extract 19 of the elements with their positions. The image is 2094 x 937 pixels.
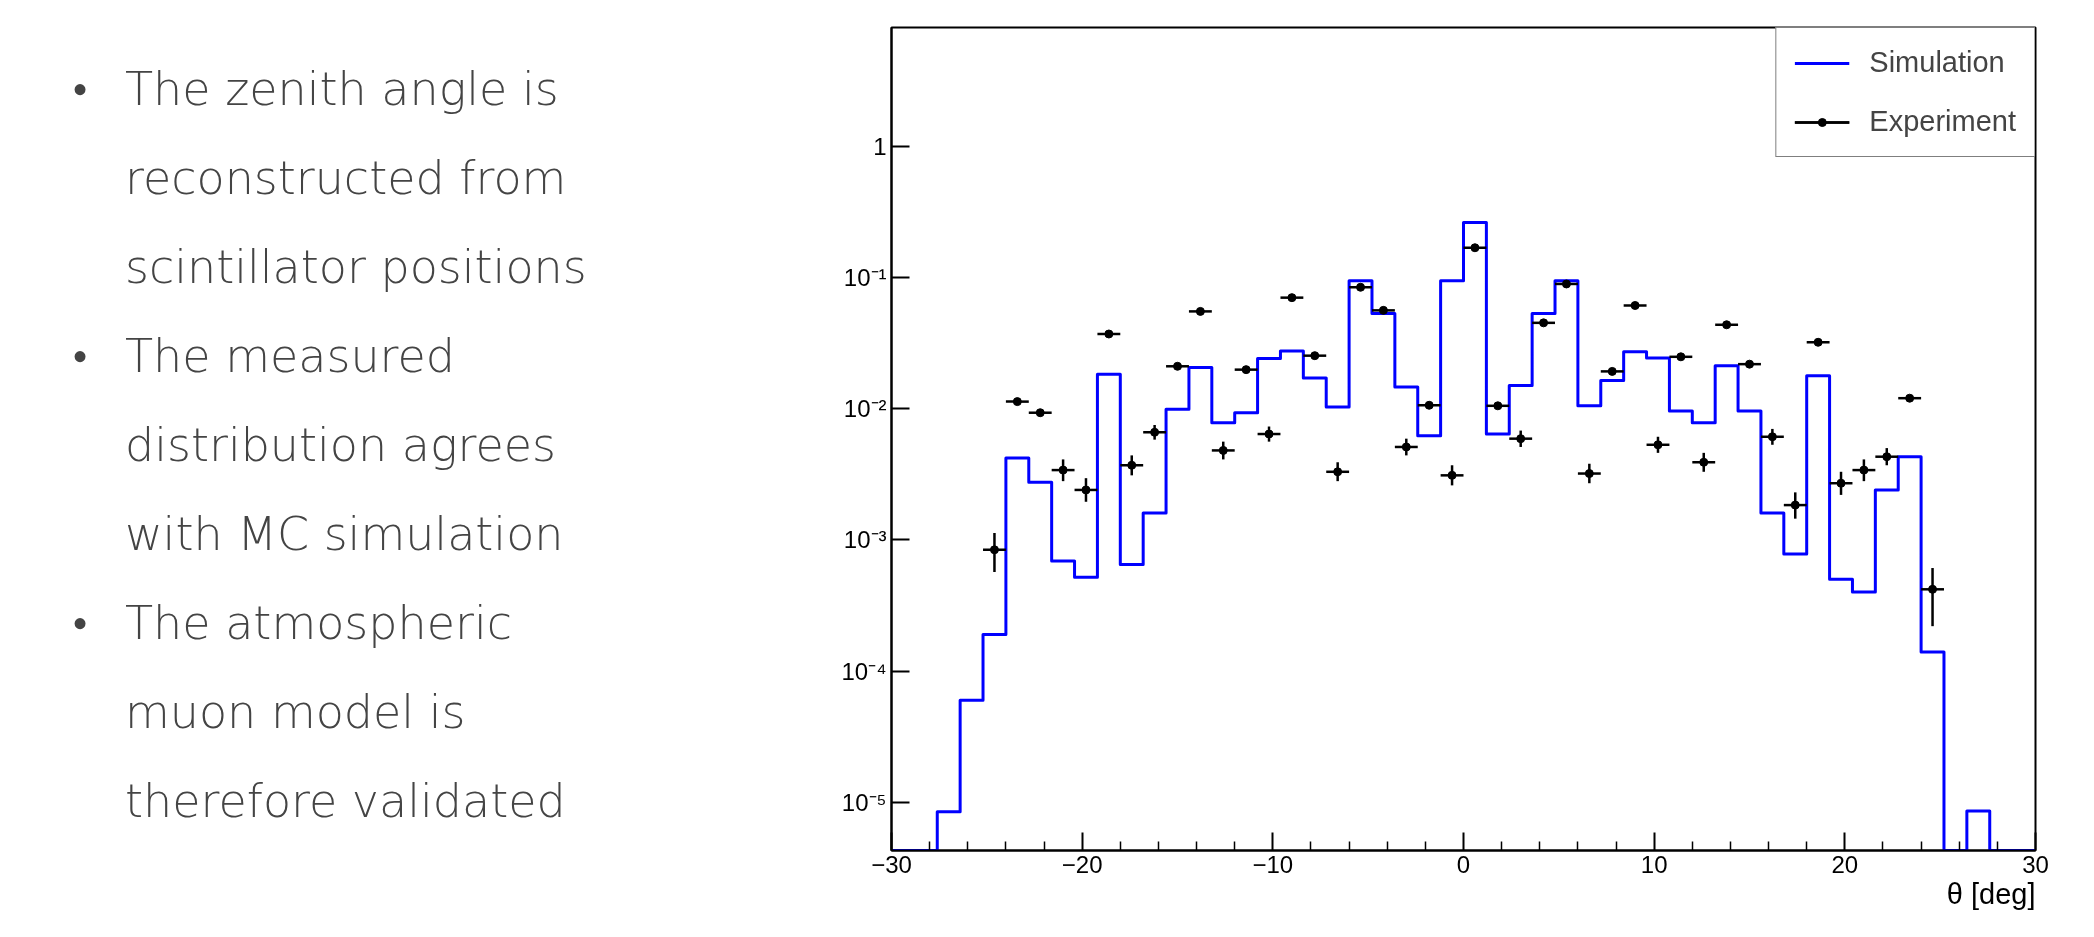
legend-label: Experiment xyxy=(1869,105,2016,138)
text: • The atmospheric muon model is therefore validated xyxy=(70,595,567,830)
y-tick-label: 10⁻³ xyxy=(843,526,887,554)
x-axis-title: θ [deg] xyxy=(1946,877,2036,910)
x-tick-label: 20 xyxy=(1831,850,1859,878)
text: • The zenith angle is reconstructed from scintillator positions xyxy=(70,61,588,296)
x-tick-label: 0 xyxy=(1456,850,1471,878)
legend-label: Simulation xyxy=(1869,46,2005,79)
x-tick-label: 10 xyxy=(1640,850,1668,878)
text: • The measured distribution agrees with MC simulation xyxy=(70,328,565,563)
x-tick-label: −10 xyxy=(1252,850,1294,878)
y-tick-label: 10⁻⁴ xyxy=(841,657,887,685)
y-tick-label: 10⁻² xyxy=(843,395,887,423)
x-tick-label: −20 xyxy=(1061,850,1103,878)
x-tick-label: −30 xyxy=(871,850,912,878)
y-tick-label: 10⁻⁵ xyxy=(841,788,887,816)
y-tick-label: 10⁻¹ xyxy=(843,263,887,291)
y-tick-label: 1 xyxy=(873,132,887,160)
x-tick-label: 30 xyxy=(2022,850,2049,878)
